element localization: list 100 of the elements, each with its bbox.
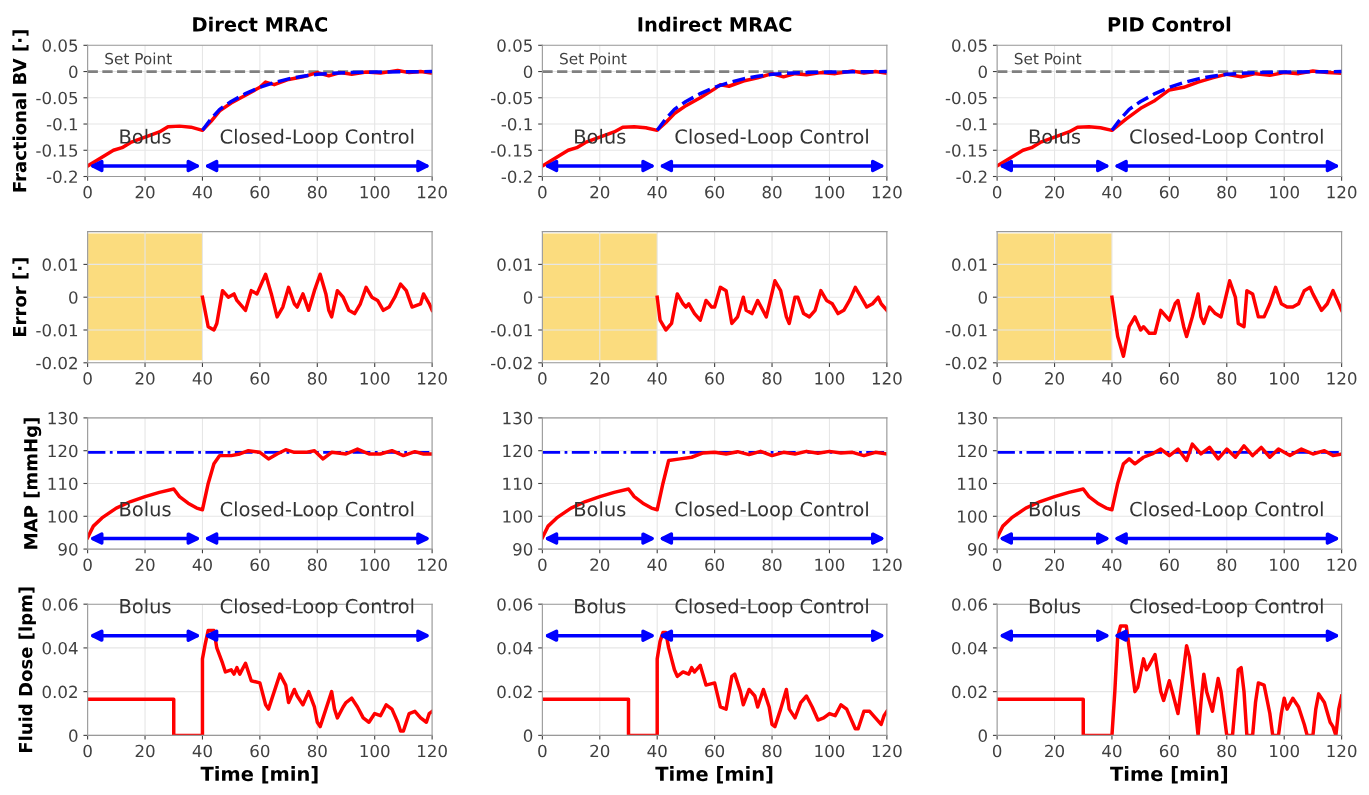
x-tick-label: 80: [307, 744, 327, 758]
x-axis-title: Time [min]: [1110, 766, 1228, 784]
annotation: Closed-Loop Control: [675, 501, 868, 521]
y-tick-label: 0.06: [952, 598, 988, 611]
x-tick-label: 60: [1159, 558, 1179, 572]
y-tick-label: 0: [69, 729, 78, 742]
y-tick-label: 120: [48, 444, 78, 458]
x-tick-label: 80: [762, 744, 782, 758]
x-tick-label: 100: [1270, 372, 1299, 385]
y-tick-label: 0: [523, 65, 533, 79]
x-tick-label: 80: [1217, 372, 1237, 385]
x-tick-label: 0: [83, 558, 92, 572]
annotation: Bolus: [120, 598, 171, 614]
x-tick-label: 100: [1270, 558, 1299, 572]
y-axis-title: MAP [mmHg]: [23, 418, 42, 549]
annotation: Bolus: [1029, 598, 1081, 614]
x-tick-label: 100: [360, 372, 390, 385]
x-tick-label: 40: [1102, 558, 1122, 572]
y-tick-label: -0.2: [501, 170, 532, 184]
x-tick-label: 60: [1159, 744, 1179, 758]
y-tick-label: -0.2: [956, 170, 987, 184]
y-tick-label: -0.02: [491, 356, 532, 370]
y-tick-label: 0.01: [952, 258, 987, 271]
x-tick-label: 120: [418, 744, 447, 758]
y-tick-label: 0: [978, 729, 987, 742]
chart-title: Direct MRAC: [193, 16, 328, 32]
y-tick-label: 130: [503, 411, 533, 425]
x-tick-label: 60: [1159, 185, 1179, 199]
x-tick-label: 40: [192, 744, 212, 758]
x-tick-label: 20: [1045, 558, 1065, 572]
y-tick-label: -0.1: [46, 117, 78, 131]
y-tick-label: -0.05: [491, 91, 532, 105]
x-tick-label: 100: [815, 558, 845, 572]
y-tick-label: 0: [978, 65, 987, 79]
annotation: Bolus: [575, 501, 626, 517]
y-tick-label: 0.06: [497, 598, 533, 611]
y-tick-label: 0.05: [42, 39, 78, 52]
y-tick-label: -0.05: [945, 91, 987, 105]
x-tick-label: 40: [1102, 372, 1122, 385]
x-tick-label: 20: [590, 558, 610, 572]
x-tick-label: 0: [992, 372, 1002, 385]
y-tick-label: 0.01: [42, 258, 78, 271]
x-tick-label: 20: [135, 185, 155, 199]
ref-line-label: Set Point: [560, 52, 627, 65]
x-tick-label: 80: [762, 558, 782, 572]
line-series: [655, 279, 887, 332]
x-tick-label: 120: [418, 372, 447, 385]
x-tick-label: 60: [250, 372, 270, 385]
annotation: Closed-Loop Control: [220, 501, 414, 521]
x-tick-label: 40: [647, 558, 667, 572]
x-tick-label: 100: [1270, 185, 1299, 199]
y-tick-label: -0.02: [945, 356, 987, 370]
x-tick-label: 40: [192, 185, 212, 199]
x-tick-label: 100: [360, 744, 390, 758]
x-tick-label: 80: [307, 185, 327, 199]
x-tick-label: 60: [705, 372, 725, 385]
annotation: Closed-Loop Control: [220, 128, 414, 148]
x-tick-label: 80: [1217, 558, 1237, 572]
x-tick-label: 80: [307, 372, 327, 385]
annotation: Bolus: [575, 598, 626, 614]
x-tick-label: 120: [872, 372, 902, 385]
x-tick-label: 20: [590, 185, 610, 199]
x-tick-label: 120: [872, 558, 902, 572]
annotation: Closed-Loop Control: [1130, 128, 1323, 148]
x-tick-label: 0: [538, 372, 547, 385]
y-tick-label: 0.02: [952, 685, 987, 699]
y-tick-label: 0: [523, 291, 533, 304]
y-tick-label: -0.15: [945, 144, 987, 157]
x-tick-label: 0: [83, 372, 92, 385]
ref-line-label: Set Point: [105, 52, 172, 65]
y-tick-label: 100: [958, 510, 987, 523]
x-tick-label: 100: [815, 185, 845, 199]
y-tick-label: 90: [58, 543, 78, 556]
annotation: Closed-Loop Control: [1130, 501, 1323, 521]
x-tick-label: 120: [1327, 185, 1357, 199]
y-tick-label: -0.05: [36, 91, 78, 105]
y-tick-label: 90: [967, 543, 987, 556]
y-tick-label: 130: [48, 411, 78, 425]
x-tick-label: 20: [135, 744, 155, 758]
line-series: [87, 447, 433, 540]
x-tick-label: 80: [307, 558, 327, 572]
ref-line-label: Set Point: [1014, 52, 1082, 65]
annotation: Closed-Loop Control: [1130, 598, 1323, 618]
x-tick-label: 80: [762, 185, 782, 199]
x-tick-label: 100: [360, 558, 390, 572]
x-tick-label: 60: [250, 185, 270, 199]
y-tick-label: 0: [978, 291, 987, 304]
x-tick-label: 100: [815, 744, 845, 758]
chart-title: Indirect MRAC: [638, 16, 792, 32]
y-tick-label: 0.05: [952, 39, 987, 52]
x-tick-label: 20: [1045, 185, 1065, 199]
y-axis-title: Fractional BV [·]: [12, 30, 29, 192]
x-tick-label: 40: [647, 185, 667, 199]
x-tick-label: 120: [1327, 558, 1357, 572]
x-tick-label: 60: [705, 185, 725, 199]
x-tick-label: 20: [590, 744, 610, 758]
x-tick-label: 40: [647, 744, 667, 758]
y-tick-label: -0.1: [501, 117, 532, 131]
x-tick-label: 100: [815, 372, 845, 385]
x-tick-label: 40: [1102, 744, 1122, 758]
